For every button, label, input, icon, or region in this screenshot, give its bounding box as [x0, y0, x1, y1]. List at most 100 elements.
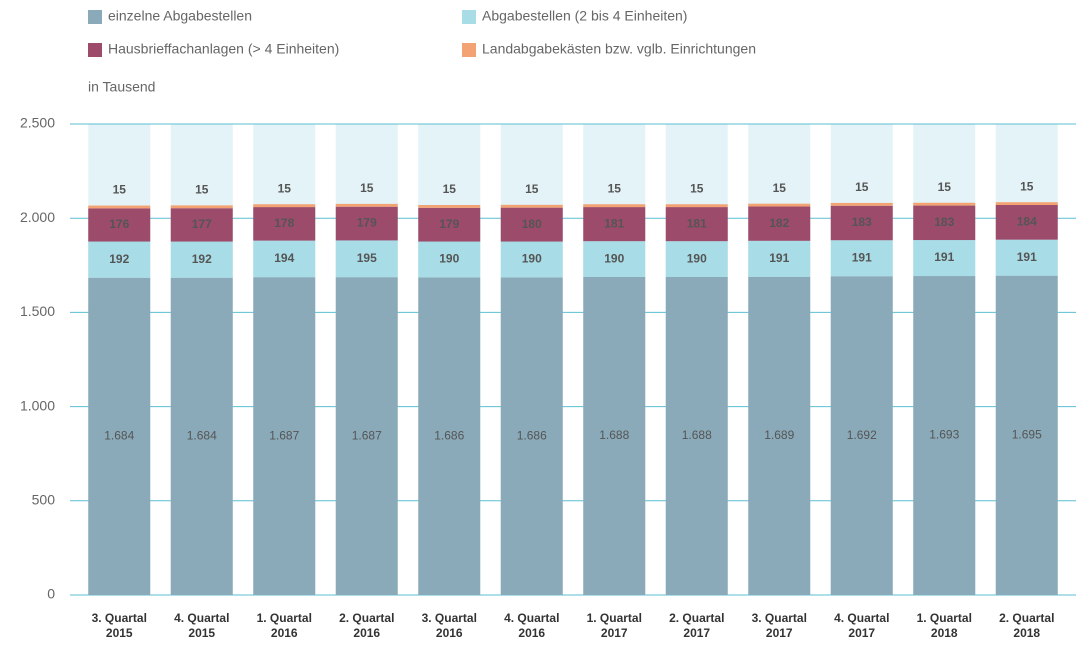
data-label: 1.687: [352, 428, 382, 442]
x-tick-label: 3. Quartal 2017: [752, 611, 807, 640]
data-label: 15: [938, 180, 952, 194]
bar-segment: [88, 205, 151, 209]
bar-segment: [995, 239, 1058, 276]
x-tick-label: 1. Quartal 2017: [587, 611, 642, 640]
x-tick-label: 3. Quartal 2015: [92, 611, 147, 640]
legend-label: Landabgabekästen bzw. vglb. Einrichtunge…: [482, 41, 756, 57]
bar-segment: [748, 203, 811, 207]
bar-segment: [253, 240, 316, 278]
bar-segment: [583, 204, 646, 208]
data-label: 190: [604, 251, 624, 265]
data-label: 184: [1017, 215, 1037, 229]
bar-segment: [583, 276, 646, 595]
bar-segment: [583, 207, 646, 242]
data-label: 176: [109, 217, 129, 231]
bar-segment: [913, 205, 976, 241]
bar-segment: [170, 277, 233, 595]
bar-segment: [583, 241, 646, 277]
x-tick-label: 2. Quartal 2016: [339, 611, 394, 640]
data-label: 182: [769, 216, 789, 230]
bar-segment: [995, 202, 1058, 206]
bar-segment: [748, 276, 811, 595]
y-tick-label: 2.000: [20, 209, 55, 225]
data-label: 1.695: [1012, 428, 1042, 442]
unit-annotation: in Tausend: [88, 79, 155, 95]
data-label: 1.686: [517, 428, 547, 442]
data-label: 191: [852, 250, 872, 264]
data-label: 183: [934, 215, 954, 229]
bar-segment: [913, 202, 976, 206]
data-label: 1.688: [682, 428, 712, 442]
data-label: 1.684: [104, 429, 134, 443]
data-label: 192: [109, 252, 129, 266]
data-label: 181: [687, 216, 707, 230]
data-label: 15: [113, 183, 127, 197]
data-label: 177: [192, 217, 212, 231]
bar-segment: [418, 241, 481, 278]
bar-segment: [170, 241, 233, 278]
data-label: 15: [608, 181, 622, 195]
bar-segment: [500, 277, 563, 595]
bar-segment: [335, 277, 398, 595]
y-tick-label: 1.500: [20, 303, 55, 319]
data-label: 15: [195, 183, 209, 197]
y-tick-label: 2.500: [20, 115, 55, 131]
bar-segment: [335, 206, 398, 241]
bar-segment: [170, 205, 233, 209]
x-tick-label: 4. Quartal 2016: [504, 611, 559, 640]
data-label: 15: [855, 180, 869, 194]
data-label: 1.693: [929, 428, 959, 442]
bar-segment: [665, 204, 728, 208]
data-label: 179: [439, 217, 459, 231]
x-tick-label: 1. Quartal 2018: [917, 611, 972, 640]
bar-segment: [418, 277, 481, 595]
data-label: 15: [773, 181, 787, 195]
data-label: 195: [357, 251, 377, 265]
data-label: 15: [360, 181, 374, 195]
bar-segment: [170, 208, 233, 242]
data-label: 190: [687, 251, 707, 265]
data-label: 190: [439, 252, 459, 266]
bar-segment: [418, 205, 481, 208]
legend-swatch: [462, 10, 476, 24]
x-tick-label: 2. Quartal 2018: [999, 611, 1054, 640]
data-label: 1.688: [599, 428, 629, 442]
data-label: 181: [604, 216, 624, 230]
bar-segment: [995, 205, 1058, 240]
bar-segment: [88, 277, 151, 595]
data-label: 15: [525, 182, 539, 196]
data-label: 1.684: [187, 429, 217, 443]
bar-segment: [995, 275, 1058, 595]
data-label: 15: [443, 182, 457, 196]
data-label: 180: [522, 217, 542, 231]
data-label: 194: [274, 251, 294, 265]
bar-segment: [830, 240, 893, 277]
data-label: 190: [522, 252, 542, 266]
bar-segment: [253, 207, 316, 241]
legend-swatch: [88, 10, 102, 24]
x-tick-label: 4. Quartal 2015: [174, 611, 229, 640]
bar-segment: [665, 276, 728, 595]
bar-segment: [830, 276, 893, 595]
x-tick-label: 2. Quartal 2017: [669, 611, 724, 640]
data-label: 1.689: [764, 428, 794, 442]
data-label: 178: [274, 216, 294, 230]
bar-segment: [500, 207, 563, 242]
data-label: 1.692: [847, 428, 877, 442]
bar-segment: [748, 206, 811, 241]
bar-segment: [913, 276, 976, 595]
data-label: 192: [192, 252, 212, 266]
bar-segment: [665, 241, 728, 277]
bar-segment: [88, 208, 151, 242]
data-label: 1.687: [269, 428, 299, 442]
legend-swatch: [462, 43, 476, 57]
bar-segment: [830, 205, 893, 241]
bar-segment: [88, 241, 151, 278]
x-tick-label: 4. Quartal 2017: [834, 611, 889, 640]
bar-segment: [418, 207, 481, 242]
y-tick-label: 1.000: [20, 397, 55, 413]
y-tick-label: 500: [32, 492, 56, 508]
bar-segment: [913, 240, 976, 277]
bar-segment: [253, 277, 316, 595]
